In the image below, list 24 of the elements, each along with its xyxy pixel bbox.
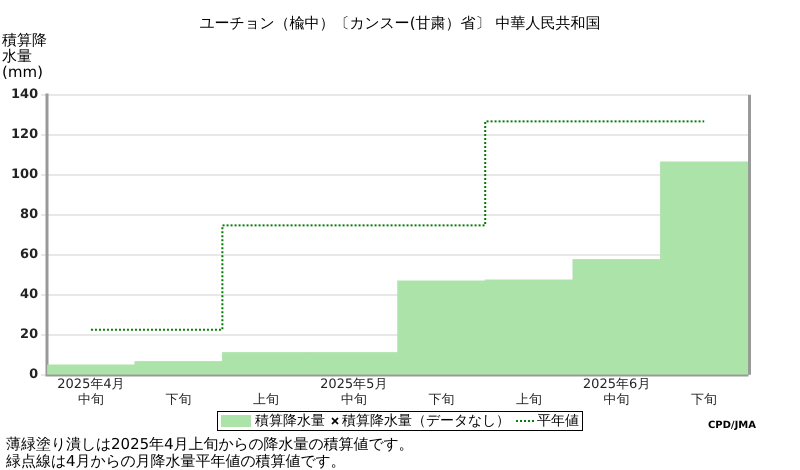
x-tick-label: 2025年5月中旬 [320, 376, 388, 408]
x-tick-label: 2025年6月中旬 [582, 376, 650, 408]
legend-label: 積算降水量 [254, 412, 325, 430]
legend-label: 平年値 [536, 412, 579, 430]
text: 薄緑塗り潰しは2025年4月上旬からの降水量の積算値です。 [6, 435, 414, 453]
x-tick-label: 下旬 [691, 392, 718, 408]
y-tick-label: 20 [20, 327, 38, 342]
y-axis-title: 積算降水量(mm) [2, 31, 48, 81]
y-tick-label: 80 [20, 207, 38, 222]
text: 緑点線は4月からの月降水量平年値の積算値です。 [6, 452, 347, 470]
y-tick-label: 140 [10, 87, 38, 102]
text: CPD/JMA [708, 420, 756, 431]
y-tick-label: 40 [20, 287, 38, 302]
legend-label: 積算降水量（データなし） [341, 412, 510, 430]
y-tick-label: 120 [10, 127, 38, 142]
y-tick-label: 100 [10, 167, 38, 182]
x-tick-label: 下旬 [428, 392, 454, 408]
y-tick-label: 0 [29, 367, 38, 382]
x-tick-label: 下旬 [166, 392, 192, 408]
x-tick-label: 上旬 [253, 392, 280, 408]
x-tick-label: 上旬 [516, 392, 542, 408]
x-tick-label: 2025年4月中旬 [57, 376, 125, 408]
chart-title: ユーチョン（楡中）〔カンスー(甘粛）省〕 中華人民共和国 [200, 14, 600, 32]
y-tick-label: 60 [20, 247, 38, 262]
